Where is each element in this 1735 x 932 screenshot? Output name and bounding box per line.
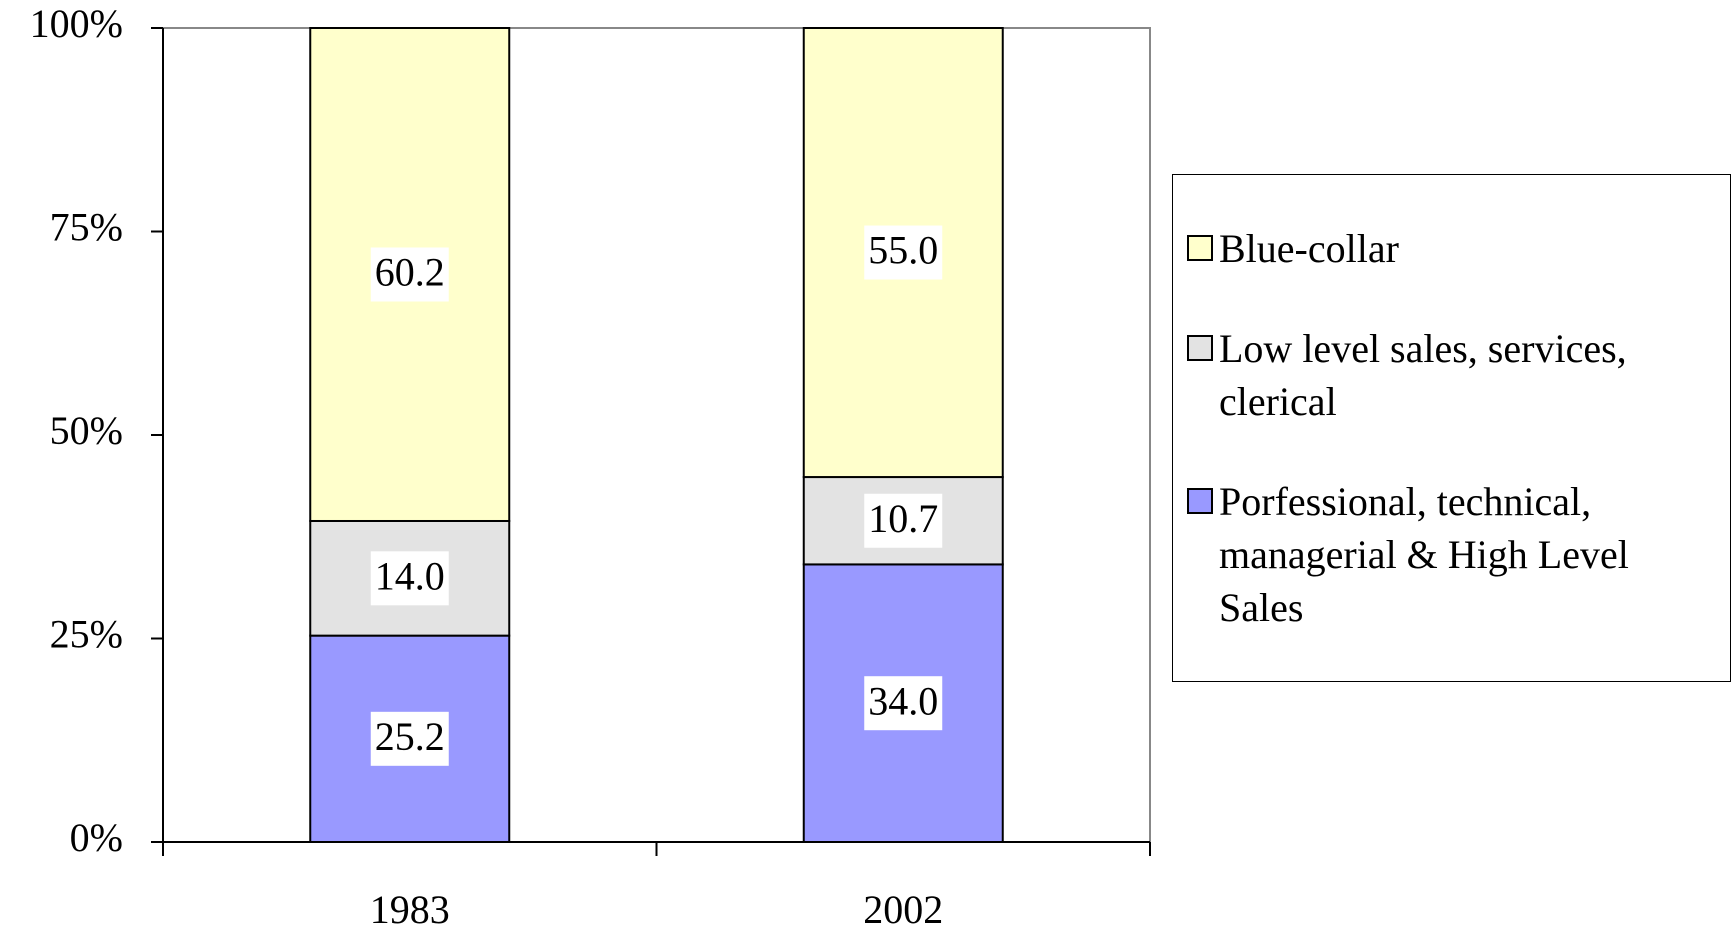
data-label-bg bbox=[864, 493, 943, 548]
data-label: 14.0 bbox=[375, 553, 445, 598]
data-label: 34.0 bbox=[868, 678, 938, 723]
legend-entry: Blue-collar bbox=[1187, 222, 1722, 275]
legend-swatch bbox=[1187, 488, 1213, 514]
legend-entry: Porfessional, technical, managerial & Hi… bbox=[1187, 475, 1722, 634]
bar-segment bbox=[802, 27, 1004, 479]
legend-swatch bbox=[1187, 335, 1213, 361]
legend-label: Blue-collar bbox=[1219, 226, 1399, 271]
data-label: 25.2 bbox=[375, 714, 445, 759]
legend-entry: Low level sales, services, clerical bbox=[1187, 322, 1722, 428]
data-label: 10.7 bbox=[868, 496, 938, 541]
data-label-bg bbox=[370, 711, 449, 766]
legend-label: Porfessional, technical, managerial & Hi… bbox=[1219, 479, 1629, 630]
legend-label: Low level sales, services, clerical bbox=[1219, 326, 1627, 424]
data-label: 55.0 bbox=[868, 228, 938, 273]
y-tick-label: 25% bbox=[50, 612, 123, 657]
data-label-bg bbox=[864, 676, 943, 731]
data-label-bg bbox=[370, 247, 449, 302]
x-tick-label: 1983 bbox=[370, 887, 450, 932]
y-tick-label: 75% bbox=[50, 205, 123, 250]
legend: Blue-collar Low level sales, services, cl… bbox=[1172, 174, 1731, 682]
x-tick-label: 2002 bbox=[863, 887, 943, 932]
data-label: 60.2 bbox=[375, 250, 445, 295]
data-label-bg bbox=[370, 551, 449, 606]
y-tick-label: 50% bbox=[50, 408, 123, 453]
legend-swatch bbox=[1187, 235, 1213, 261]
y-tick-label: 0% bbox=[70, 815, 123, 860]
data-label-bg bbox=[864, 225, 943, 280]
y-tick-label: 100% bbox=[30, 1, 123, 46]
